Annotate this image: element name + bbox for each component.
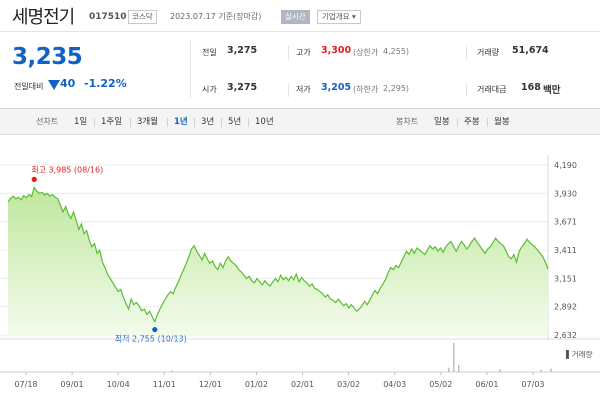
x-tick-label: 11/01 [153, 380, 176, 389]
tab-1w[interactable]: 1주일 [101, 117, 123, 127]
x-tick-label: 10/04 [107, 380, 130, 389]
amount-label: 거래대금 [477, 85, 507, 94]
candle-chart-label: 봉차트 [396, 117, 419, 126]
tab-separator [248, 118, 249, 127]
tab-separator [457, 118, 458, 127]
low-value: 3,205 [321, 82, 352, 93]
x-tick-label: 06/01 [475, 380, 498, 389]
tab-1y[interactable]: 1년 [174, 117, 188, 127]
x-tick-label: 12/01 [199, 380, 222, 389]
line-chart-label: 선차트 [36, 117, 59, 126]
volume-value: 51,674 [512, 45, 549, 56]
quote-separator [466, 83, 467, 97]
y-tick-label: 3,151 [554, 274, 577, 283]
change-label: 전일대비 [14, 82, 44, 91]
tab-separator [130, 118, 131, 127]
y-tick-label: 3,671 [554, 218, 577, 227]
volume-label: 거래량 [477, 48, 500, 57]
x-tick-label: 07/03 [521, 380, 544, 389]
stock-code: 017510 [89, 12, 127, 22]
tab-weekly-candle[interactable]: 주봉 [464, 117, 480, 127]
x-tick-label: 01/02 [245, 380, 268, 389]
x-tick-label: 04/03 [383, 380, 406, 389]
price-summary: 3,235 전일대비 40 -1.22% [0, 32, 190, 108]
upper-limit-label: (상한가 [353, 48, 379, 57]
quote-separator [288, 83, 289, 97]
tab-separator [221, 118, 222, 127]
y-tick-label: 3,411 [554, 246, 577, 255]
amount-unit: 백만 [543, 85, 561, 96]
y-tick-label: 2,632 [554, 331, 577, 340]
realtime-button[interactable]: 실시간 [281, 10, 310, 24]
prev-close-label: 전일 [202, 48, 217, 57]
summary-divider [0, 108, 600, 109]
amount-value: 168 [521, 82, 541, 93]
company-info-dropdown[interactable]: 기업개요 ▾ [317, 10, 361, 24]
price-area [8, 187, 548, 335]
tab-separator [194, 118, 195, 127]
x-tick-label: 09/01 [61, 380, 84, 389]
open-label: 시가 [202, 85, 217, 94]
header-divider [0, 31, 600, 32]
high-value: 3,300 [321, 45, 352, 56]
low-label: 저가 [296, 85, 311, 94]
tab-3m[interactable]: 3개월 [137, 117, 159, 127]
upper-limit-value: 4,255) [383, 47, 410, 56]
current-price: 3,235 [12, 44, 83, 70]
x-tick-label: 02/01 [291, 380, 314, 389]
quote-separator [288, 46, 289, 60]
lower-limit-value: 2,295) [383, 84, 410, 93]
volume-legend: ▌거래량 [565, 349, 593, 359]
change-rate: -1.22% [84, 77, 127, 90]
tab-separator [94, 118, 95, 127]
tab-monthly-candle[interactable]: 월봉 [494, 117, 510, 127]
base-date: 2023.07.17 기준(장마감) [170, 12, 262, 21]
stock-header: 세명전기 017510 코스닥 2023.07.17 기준(장마감) 실시간 기… [0, 0, 600, 32]
tab-daily-candle[interactable]: 일봉 [434, 117, 450, 127]
open-value: 3,275 [227, 82, 258, 93]
tab-separator [167, 118, 168, 127]
tab-5y[interactable]: 5년 [228, 117, 242, 127]
x-tick-label: 07/18 [14, 380, 37, 389]
max-label: 최고 3,985 (08/16) [31, 164, 103, 174]
high-label: 고가 [296, 48, 311, 57]
x-tick-label: 03/02 [337, 380, 360, 389]
price-divider [190, 40, 191, 98]
lower-limit-label: (하한가 [353, 85, 379, 94]
chart-period-bar: 선차트 1일 1주일 3개월 1년 3년 5년 10년 봉차트 일봉 주봉 월봉 [0, 109, 600, 135]
down-arrow-icon [48, 80, 60, 90]
y-tick-label: 2,892 [554, 303, 577, 312]
x-tick-label: 05/02 [429, 380, 452, 389]
price-line [7, 186, 549, 324]
tab-3y[interactable]: 3년 [201, 117, 215, 127]
quote-separator [466, 46, 467, 60]
tab-1d[interactable]: 1일 [74, 117, 88, 127]
market-badge: 코스닥 [128, 10, 157, 24]
prev-close-value: 3,275 [227, 45, 258, 56]
min-marker [152, 326, 158, 333]
max-marker [31, 176, 37, 182]
tab-10y[interactable]: 10년 [255, 117, 274, 127]
change-amount: 40 [60, 77, 76, 90]
price-chart: 4,190 3,930 3,671 3,411 3,151 2,892 2,632 최고 3,… [0, 155, 600, 389]
y-tick-label: 4,190 [554, 161, 577, 170]
stock-name: 세명전기 [12, 7, 75, 28]
y-tick-label: 3,930 [554, 189, 577, 198]
tab-separator [487, 118, 488, 127]
